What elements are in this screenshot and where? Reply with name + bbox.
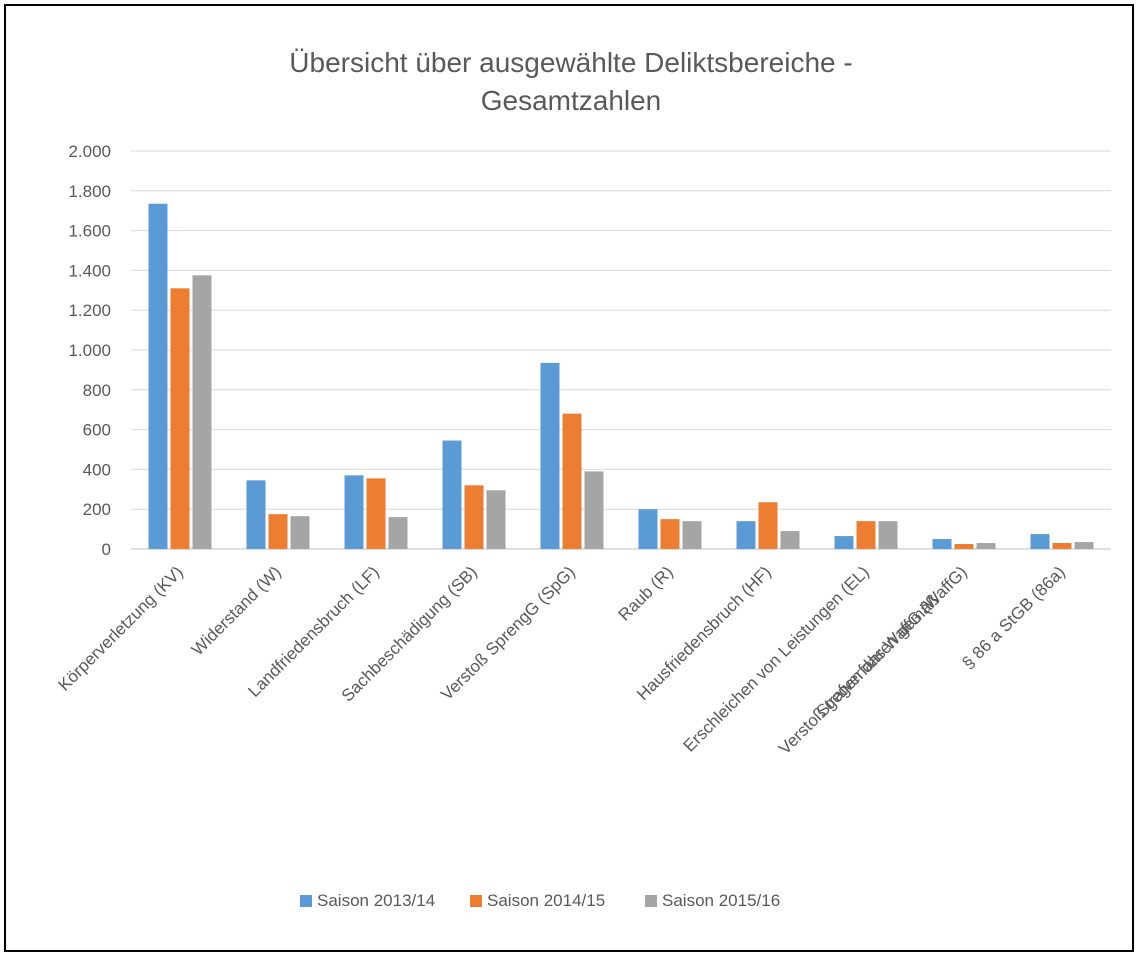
bar [464, 485, 484, 549]
x-tick-label: Körperverletzung (KV) [54, 562, 186, 694]
bar [834, 536, 854, 549]
bar [268, 514, 288, 549]
bar [388, 517, 408, 549]
bar [148, 203, 168, 550]
x-tick-label: Erschleichen von Leistungen (EL) [680, 562, 873, 755]
bar [660, 519, 680, 549]
bar [780, 531, 800, 549]
bar [954, 544, 974, 549]
bar [584, 471, 604, 549]
bar [856, 521, 876, 549]
bar [1030, 534, 1050, 549]
legend-label: Saison 2015/16 [662, 891, 780, 910]
bar [1052, 543, 1072, 549]
chart-title-line-1: Übersicht über ausgewählte Deliktsbereic… [289, 47, 852, 78]
chart-frame: Übersicht über ausgewählte Deliktsbereic… [4, 4, 1134, 952]
bar [246, 480, 266, 549]
bar [540, 362, 560, 549]
bar [1074, 542, 1094, 549]
y-tick-label: 1.600 [68, 222, 111, 241]
bar [562, 413, 582, 549]
chart-title-line-2: Gesamtzahlen [481, 85, 662, 116]
y-tick-label: 600 [83, 421, 111, 440]
bar [170, 288, 190, 549]
bar-chart: Übersicht über ausgewählte Deliktsbereic… [54, 47, 1111, 910]
legend-swatch [645, 895, 657, 907]
y-tick-label: 1.400 [68, 261, 111, 280]
legend-swatch [470, 895, 482, 907]
y-tick-label: 1.800 [68, 182, 111, 201]
x-tick-label: § 86 a StGB (86a) [958, 562, 1068, 672]
y-tick-label: 1.200 [68, 301, 111, 320]
y-tick-label: 2.000 [68, 142, 111, 161]
bar [366, 478, 386, 549]
x-tick-label: Widerstand (W) [188, 562, 285, 659]
y-tick-label: 400 [83, 460, 111, 479]
legend-label: Saison 2013/14 [317, 891, 435, 910]
bar [442, 440, 462, 549]
bar [486, 490, 506, 549]
x-tick-label: Raub (R) [615, 562, 677, 624]
y-tick-label: 0 [102, 540, 111, 559]
bar [758, 502, 778, 549]
bar [638, 509, 658, 549]
bar [932, 539, 952, 549]
bar [878, 521, 898, 549]
bar [682, 521, 702, 549]
bar [192, 275, 212, 549]
y-tick-label: 200 [83, 500, 111, 519]
bar [976, 543, 996, 549]
bar [736, 521, 756, 549]
legend-label: Saison 2014/15 [487, 891, 605, 910]
bar [344, 475, 364, 549]
y-tick-label: 1.000 [68, 341, 111, 360]
y-tick-label: 800 [83, 381, 111, 400]
bar [290, 516, 310, 549]
legend-swatch [300, 895, 312, 907]
